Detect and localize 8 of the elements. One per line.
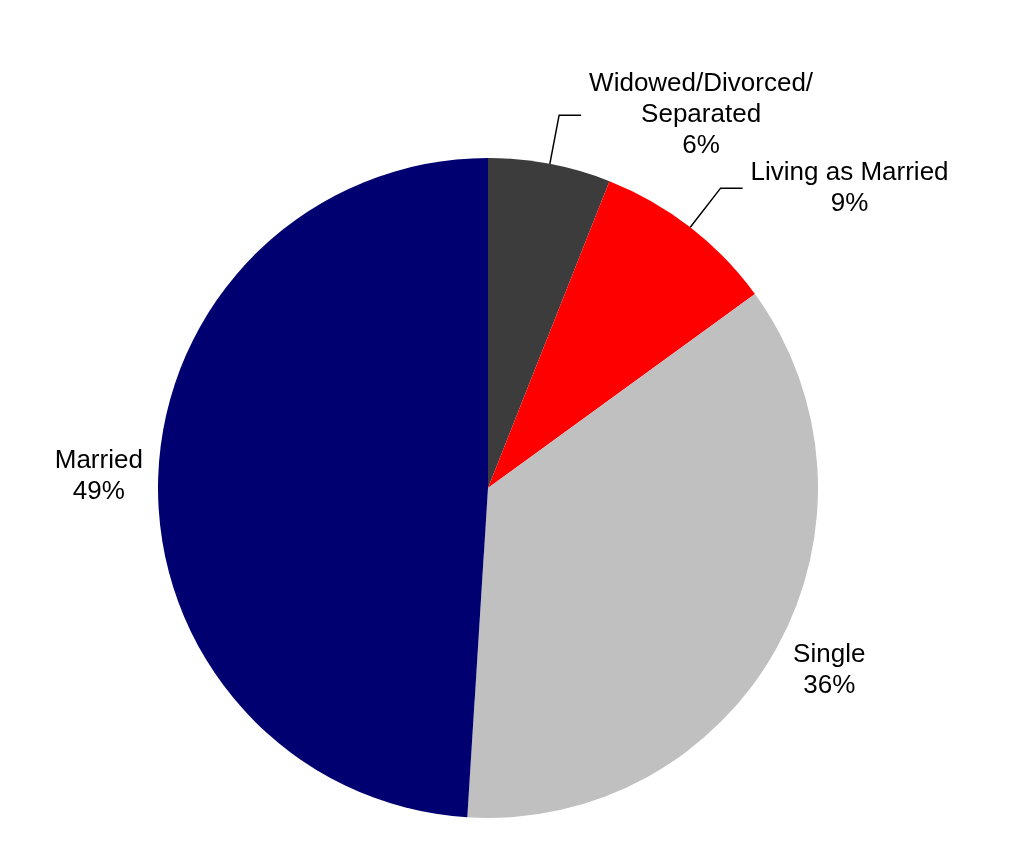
data-label: 6% [682,129,720,160]
slice-label: Living as Married [750,155,949,186]
data-label: 36% [803,669,856,700]
data-label: 49% [72,474,125,505]
slice-label: Single [793,638,866,669]
data-label: 9% [830,186,869,217]
slice-label: Married [54,443,143,474]
slice-label: Widowed/Divorced/Separated [589,67,814,129]
